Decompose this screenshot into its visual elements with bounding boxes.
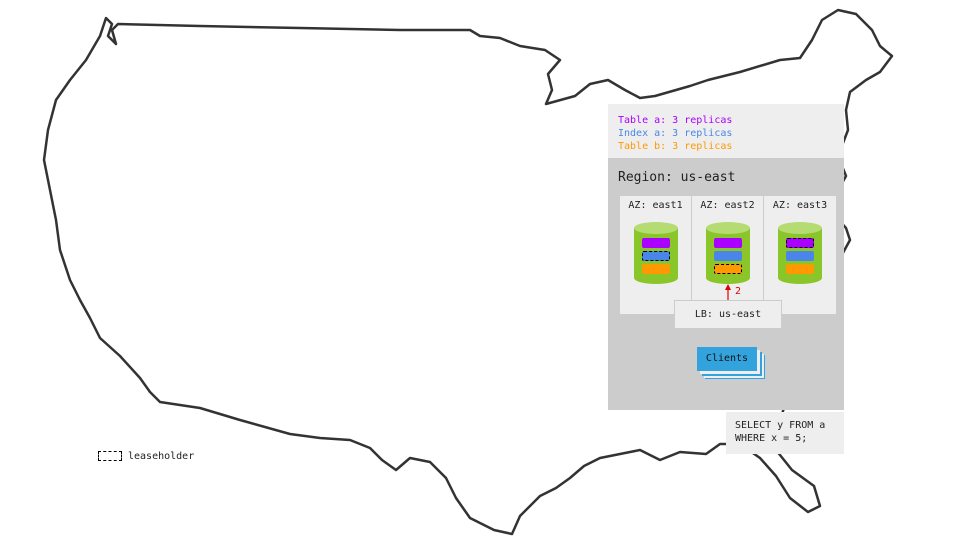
table-b-replica (786, 264, 814, 274)
node-cylinder (634, 222, 678, 284)
sql-query: SELECT y FROM a WHERE x = 5; (726, 412, 844, 454)
az-label: AZ: east3 (772, 200, 828, 211)
node-cylinder (778, 222, 822, 284)
clients-box: Clients (697, 347, 757, 371)
query-line: SELECT y FROM a (735, 420, 826, 431)
legend-index-a: Index a: 3 replicas (618, 128, 733, 139)
index-a-replica (786, 251, 814, 261)
table-a-leaseholder (786, 238, 814, 248)
leaseholder-label: leaseholder (128, 451, 195, 462)
table-a-replica (714, 238, 742, 248)
index-a-replica (714, 251, 742, 261)
az-label: AZ: east2 (700, 200, 755, 211)
arrow-step-label: 2 (735, 286, 742, 297)
query-line: WHERE x = 5; (735, 433, 808, 444)
leaseholder-key: leaseholder (98, 451, 194, 462)
legend-table-a: Table a: 3 replicas (618, 115, 733, 126)
table-b-replica (642, 264, 670, 274)
replica-legend: Table a: 3 replicas Index a: 3 replicas … (608, 104, 844, 160)
dashed-box-icon (98, 451, 122, 461)
az-container: AZ: east1 AZ: east2 2 AZ: east3 (620, 196, 836, 314)
az-east3: AZ: east3 (764, 196, 836, 314)
region-us-east: Region: us-east AZ: east1 AZ: east2 2 (608, 158, 844, 410)
index-a-leaseholder (642, 251, 670, 261)
az-label: AZ: east1 (628, 200, 683, 211)
az-east1: AZ: east1 (620, 196, 692, 314)
table-a-replica (642, 238, 670, 248)
load-balancer: LB: us-east (674, 300, 782, 329)
node-cylinder (706, 222, 750, 284)
az-east2: AZ: east2 2 (692, 196, 764, 314)
table-b-leaseholder (714, 264, 742, 274)
legend-table-b: Table b: 3 replicas (618, 141, 733, 152)
region-title: Region: us-east (618, 170, 736, 185)
